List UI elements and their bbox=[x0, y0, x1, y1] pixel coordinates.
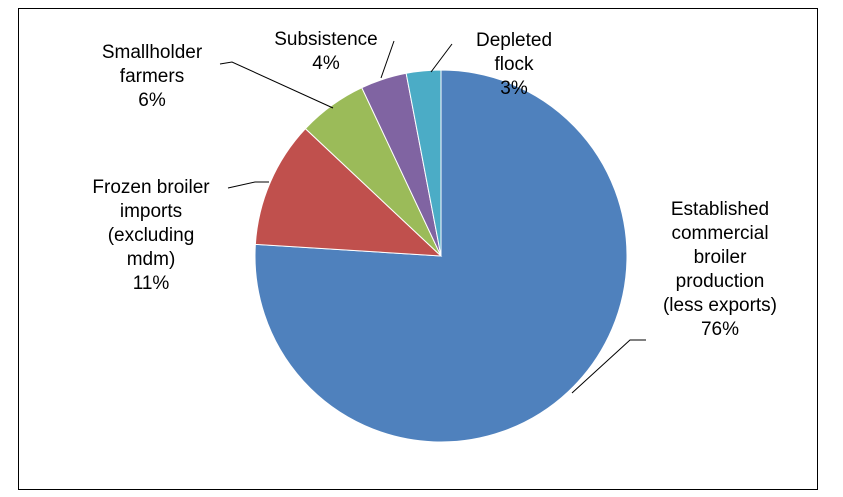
data-label-line: broiler bbox=[694, 247, 747, 268]
data-label-line: production bbox=[676, 271, 765, 292]
data-label-4: Subsistence 4% bbox=[274, 29, 378, 74]
data-label-line: (excluding bbox=[108, 225, 195, 246]
leader-line-2 bbox=[227, 181, 269, 189]
data-label-value: 3% bbox=[500, 78, 528, 99]
data-label-line: commercial bbox=[671, 223, 768, 244]
data-label-5: Depleted flock 3% bbox=[476, 30, 552, 99]
data-label-line: Subsistence bbox=[274, 29, 378, 50]
data-label-line: farmers bbox=[120, 66, 184, 87]
data-label-line: Smallholder bbox=[102, 42, 203, 63]
data-label-2: Frozen broiler imports (excluding mdm) 11% bbox=[92, 177, 210, 294]
data-label-value: 76% bbox=[701, 319, 739, 340]
leader-line-3 bbox=[219, 61, 334, 109]
pie-slice-5 bbox=[405, 69, 442, 257]
leader-line-5 bbox=[430, 43, 453, 73]
data-label-line: flock bbox=[494, 54, 534, 75]
pie-slice-2 bbox=[254, 127, 443, 257]
data-labels-layer: Established commercial broiler production (l… bbox=[92, 29, 777, 340]
data-label-3: Smallholder farmers 6% bbox=[102, 42, 203, 111]
data-label-line: mdm) bbox=[127, 249, 176, 270]
data-label-line: imports bbox=[120, 201, 182, 222]
data-label-line: Established bbox=[671, 199, 769, 220]
slices-layer bbox=[254, 69, 628, 443]
data-label-line: (less exports) bbox=[663, 295, 777, 316]
data-label-value: 4% bbox=[312, 53, 340, 74]
data-label-line: Frozen broiler bbox=[92, 177, 210, 198]
leader-line-4 bbox=[380, 40, 395, 79]
data-label-1: Established commercial broiler production (l… bbox=[663, 199, 777, 340]
data-label-value: 11% bbox=[133, 273, 170, 294]
leader-lines-layer bbox=[219, 40, 646, 394]
leader-line-1 bbox=[571, 339, 646, 394]
data-label-value: 6% bbox=[138, 90, 166, 111]
data-label-line: Depleted bbox=[476, 30, 552, 51]
